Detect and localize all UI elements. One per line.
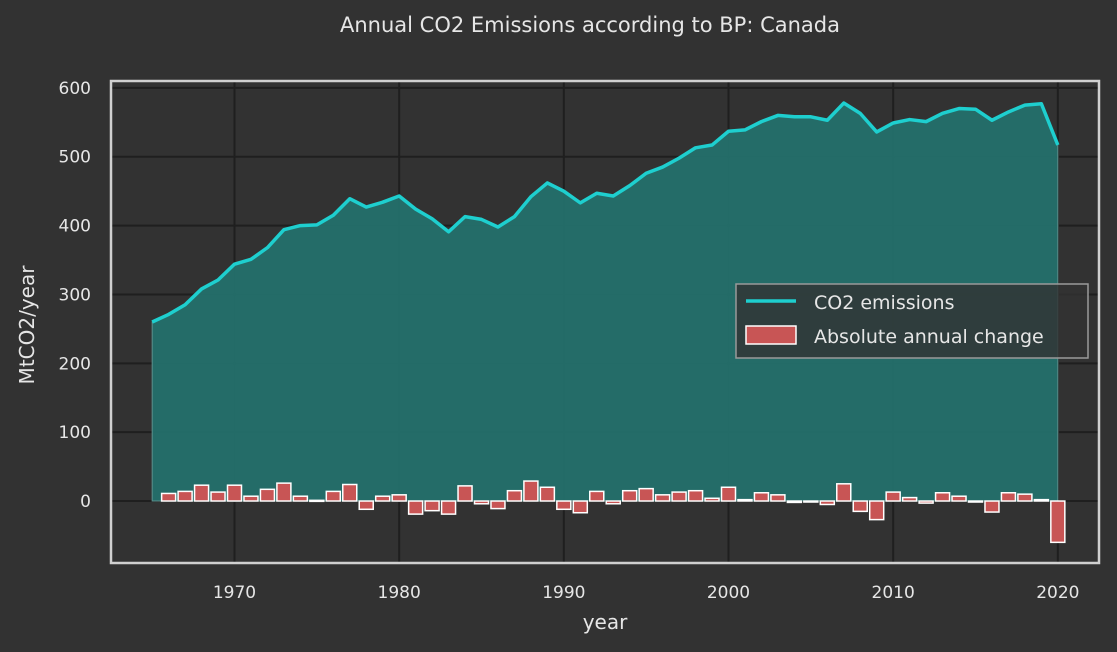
x-axis-ticks: 1970 1980 1990 2000 2010 2020 (213, 583, 1080, 603)
bar-2011 (901, 496, 918, 502)
y-tick-label-200: 200 (59, 354, 91, 374)
y-tick-label-300: 300 (59, 285, 91, 305)
bar-2002 (753, 492, 770, 502)
bar-2004 (786, 500, 803, 504)
bar-1978 (358, 500, 374, 511)
bar-2013 (934, 492, 951, 502)
y-axis-label: MtCO2/year (15, 265, 39, 385)
x-tick-label-2010: 2010 (872, 583, 915, 603)
bar-2001 (737, 498, 753, 502)
bar-2006 (819, 500, 836, 506)
legend-label-co2-emissions: CO2 emissions (814, 292, 954, 314)
bar-1993 (605, 500, 621, 505)
bar-1973 (276, 482, 292, 502)
annual-change-bars (160, 480, 1066, 544)
bar-1966 (160, 492, 177, 502)
bar-1994 (621, 489, 638, 502)
legend-bar-swatch (745, 325, 797, 345)
bar-2016 (984, 500, 1000, 513)
bar-1987 (506, 489, 523, 502)
bar-1976 (325, 490, 342, 502)
bar-1968 (193, 484, 210, 502)
legend-box (735, 283, 1089, 359)
bar-1984 (457, 485, 473, 502)
bar-1996 (654, 494, 671, 502)
emissions-line (151, 101, 1060, 324)
bar-1975 (309, 499, 325, 503)
bar-2005 (803, 500, 819, 503)
bar-1969 (210, 491, 226, 502)
chart-title: Annual CO2 Emissions according to BP: Ca… (340, 13, 840, 37)
x-tick-label-2000: 2000 (707, 583, 750, 603)
bar-2003 (770, 494, 786, 502)
x-tick-label-1980: 1980 (378, 583, 421, 603)
bar-2015 (967, 500, 984, 503)
bar-1998 (687, 489, 704, 502)
bar-1995 (638, 487, 654, 502)
bar-2012 (918, 500, 934, 504)
x-tick-label-1990: 1990 (542, 583, 585, 603)
bar-1967 (177, 490, 193, 502)
bar-1983 (440, 500, 457, 515)
bar-2010 (885, 491, 901, 502)
y-tick-label-500: 500 (59, 148, 91, 168)
bar-1992 (589, 490, 605, 502)
bar-1981 (407, 500, 424, 515)
bar-1991 (572, 500, 589, 514)
x-tick-label-2020: 2020 (1036, 583, 1079, 603)
plot-border (109, 79, 1101, 565)
y-tick-label-600: 600 (59, 79, 91, 99)
emissions-line-path (151, 101, 1060, 324)
y-tick-label-400: 400 (59, 217, 91, 237)
bar-1982 (424, 500, 440, 512)
bar-2014 (951, 495, 967, 502)
bar-1985 (473, 500, 490, 505)
bar-1971 (243, 495, 259, 502)
y-tick-label-0: 0 (80, 492, 91, 512)
plot-frame (109, 79, 1101, 565)
bar-2019 (1033, 498, 1050, 502)
bar-1980 (391, 494, 407, 502)
bar-1997 (671, 491, 687, 502)
legend: CO2 emissions Absolute annual change (735, 283, 1089, 359)
bar-1988 (523, 480, 539, 502)
x-axis-label: year (583, 610, 628, 634)
bar-2008 (852, 500, 868, 513)
bar-1974 (292, 495, 309, 502)
bar-2000 (720, 486, 737, 502)
bar-1989 (539, 486, 556, 502)
y-axis-ticks: 0 100 200 300 400 500 600 (59, 79, 91, 512)
bar-2017 (1000, 492, 1017, 502)
bar-2007 (836, 483, 852, 502)
bar-2018 (1017, 493, 1033, 502)
bar-1990 (556, 500, 572, 511)
bar-1977 (342, 483, 358, 502)
bar-1979 (374, 495, 391, 502)
bar-2020 (1050, 500, 1066, 544)
x-tick-label-1970: 1970 (213, 583, 256, 603)
bar-2009 (868, 500, 885, 521)
bar-1999 (704, 497, 720, 502)
bar-1972 (259, 488, 276, 502)
bar-1986 (490, 500, 506, 510)
legend-label-absolute-annual-change: Absolute annual change (814, 326, 1044, 348)
y-tick-label-100: 100 (59, 423, 91, 443)
bar-1970 (226, 484, 243, 502)
